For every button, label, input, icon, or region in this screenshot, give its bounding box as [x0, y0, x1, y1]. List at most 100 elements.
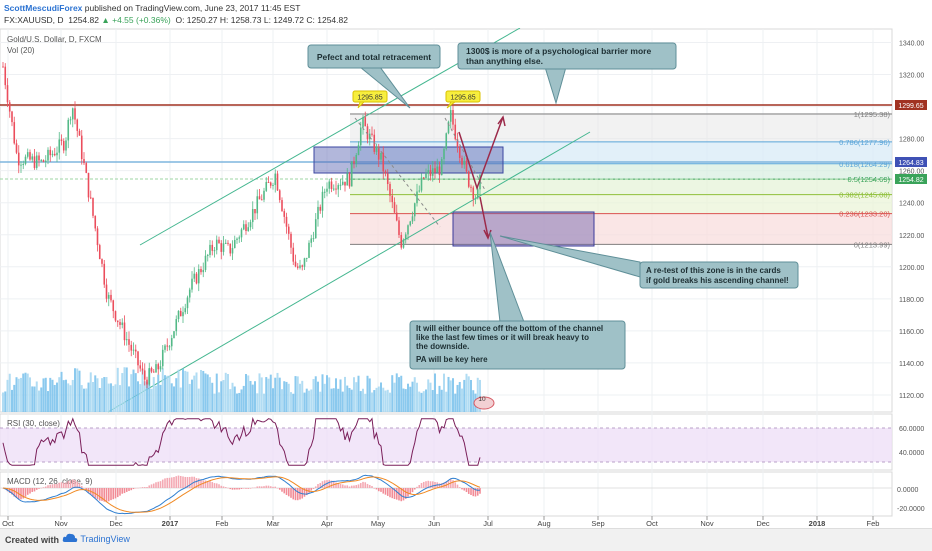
volume-bar — [391, 375, 394, 412]
candle-body — [83, 159, 85, 164]
candle-body — [292, 247, 295, 262]
volume-bar — [366, 375, 369, 412]
tradingview-logo[interactable]: TradingView — [62, 532, 130, 544]
macd-histogram-bar — [377, 488, 380, 492]
top-marker-1[interactable]: 1295.85 — [352, 90, 388, 109]
direction-arrows[interactable] — [458, 115, 506, 240]
candle-body — [431, 168, 434, 176]
macd-histogram-bar — [98, 488, 101, 501]
candle-body — [195, 273, 198, 284]
macd-histogram-bar — [407, 488, 409, 497]
volume-bar — [137, 381, 139, 412]
callout-retracement[interactable]: Pefect and total retracement — [307, 44, 441, 109]
volume-bar — [256, 393, 259, 412]
candle-body — [159, 366, 162, 370]
macd-histogram-bar — [69, 480, 72, 488]
candle-body — [139, 365, 142, 369]
macd-histogram-bar — [305, 488, 308, 496]
macd-histogram-bar — [103, 488, 106, 502]
candle-body — [56, 152, 58, 156]
candle-body — [296, 266, 299, 268]
macd-pane[interactable] — [0, 471, 893, 517]
volume-bar — [139, 384, 142, 412]
macd-histogram-bar — [116, 488, 119, 498]
price-tick-label: 1120.00 — [899, 393, 924, 400]
macd-histogram-bar — [62, 482, 65, 488]
candle-body — [278, 190, 281, 201]
macd-histogram-bar — [371, 486, 373, 488]
time-axis[interactable]: Oct Nov Dec 2017 Feb Mar Apr May Jun Jul Aug Sep Oct… — [2, 516, 879, 528]
candlestick-series[interactable] — [2, 62, 481, 389]
volume-bar — [344, 376, 346, 412]
macd-histogram-bar — [366, 483, 369, 488]
macd-histogram-bar — [362, 481, 364, 488]
candle-body — [467, 171, 470, 187]
macd-histogram-bar — [296, 488, 299, 501]
candle-body — [119, 322, 121, 325]
volume-bar — [377, 386, 380, 412]
macd-histogram-bar — [13, 488, 16, 497]
price-change: ▲ +4.55 (+0.36%) — [101, 15, 171, 25]
fib-retracement[interactable]: 1(1295.38) 0.786(1277.96) 0.618(1264.29) 0.… — [350, 110, 892, 249]
macd-histogram-bar — [148, 485, 151, 488]
author-name[interactable]: ScottMescudiForex — [4, 3, 83, 13]
candle-body — [258, 196, 261, 200]
macd-histogram-bar — [218, 484, 220, 488]
candle-body — [249, 222, 252, 228]
macd-histogram-bar — [443, 482, 445, 488]
macd-histogram-bar — [265, 485, 268, 488]
macd-histogram-bar — [465, 488, 468, 493]
rsi-line[interactable] — [2, 416, 481, 466]
macd-histogram-bar — [395, 488, 398, 500]
signal-line[interactable] — [2, 476, 481, 513]
time-tick-label: Dec — [756, 519, 770, 528]
volume-bar — [341, 391, 344, 412]
top-marker-2[interactable]: 1295.85 — [445, 90, 481, 109]
volume-bar — [222, 380, 225, 412]
callout-retest[interactable]: A re-test of this zone is in the cards if… — [499, 235, 799, 289]
candle-body — [276, 173, 279, 191]
volume-bar — [119, 385, 121, 412]
macd-histogram-bar — [384, 488, 387, 495]
channel-upper-line[interactable] — [139, 28, 521, 246]
macd-legend: MACD (12, 26, close, 9) — [7, 477, 93, 486]
volume-bar — [362, 388, 364, 412]
volume-bar — [283, 381, 286, 412]
candle-body — [362, 117, 364, 128]
channel-lower-line[interactable] — [107, 131, 591, 413]
rsi-band — [0, 428, 892, 462]
macd-histogram-bar — [206, 481, 209, 488]
volume-bar — [323, 383, 326, 412]
macd-histogram-bar — [49, 484, 52, 488]
callout-barrier[interactable]: 1300$ is more of a psychological barrier… — [457, 42, 677, 105]
volume-bar — [319, 391, 322, 412]
macd-histogram-bar — [101, 488, 103, 501]
macd-histogram-bar — [240, 488, 243, 489]
candle-body — [402, 239, 405, 248]
candle-body — [285, 216, 288, 227]
macd-histogram-bar — [197, 478, 200, 488]
macd-histogram-bar — [425, 481, 427, 488]
candle-body — [44, 160, 47, 163]
price-tick-label: 1240.00 — [899, 201, 924, 208]
upper-demand-zone[interactable] — [313, 146, 504, 174]
macd-histogram-bar — [303, 488, 306, 497]
volume-bar — [461, 388, 463, 412]
macd-histogram-bar — [47, 485, 49, 488]
price-chart[interactable]: 1(1295.38) 0.786(1277.96) 0.618(1264.29) 0.… — [0, 28, 932, 528]
volume-bar — [393, 382, 396, 412]
macd-histogram-bar — [110, 488, 112, 501]
price-axis[interactable]: 1340.001320.001300.001280.001260.001240.… — [899, 41, 924, 400]
macd-histogram-bar — [472, 488, 475, 497]
time-tick-label: Jun — [428, 519, 440, 528]
candle-body — [33, 156, 36, 168]
macd-histogram-bar — [276, 487, 279, 489]
macd-histogram-bar — [380, 488, 382, 492]
candle-body — [132, 349, 135, 351]
macd-histogram-bar — [319, 482, 322, 488]
volume-bar — [33, 386, 36, 412]
callout-bounce[interactable]: It will either bounce off the bottom of … — [409, 231, 626, 370]
candle-body — [164, 345, 166, 350]
volume-bar — [13, 384, 16, 412]
volume-bar — [211, 382, 214, 412]
